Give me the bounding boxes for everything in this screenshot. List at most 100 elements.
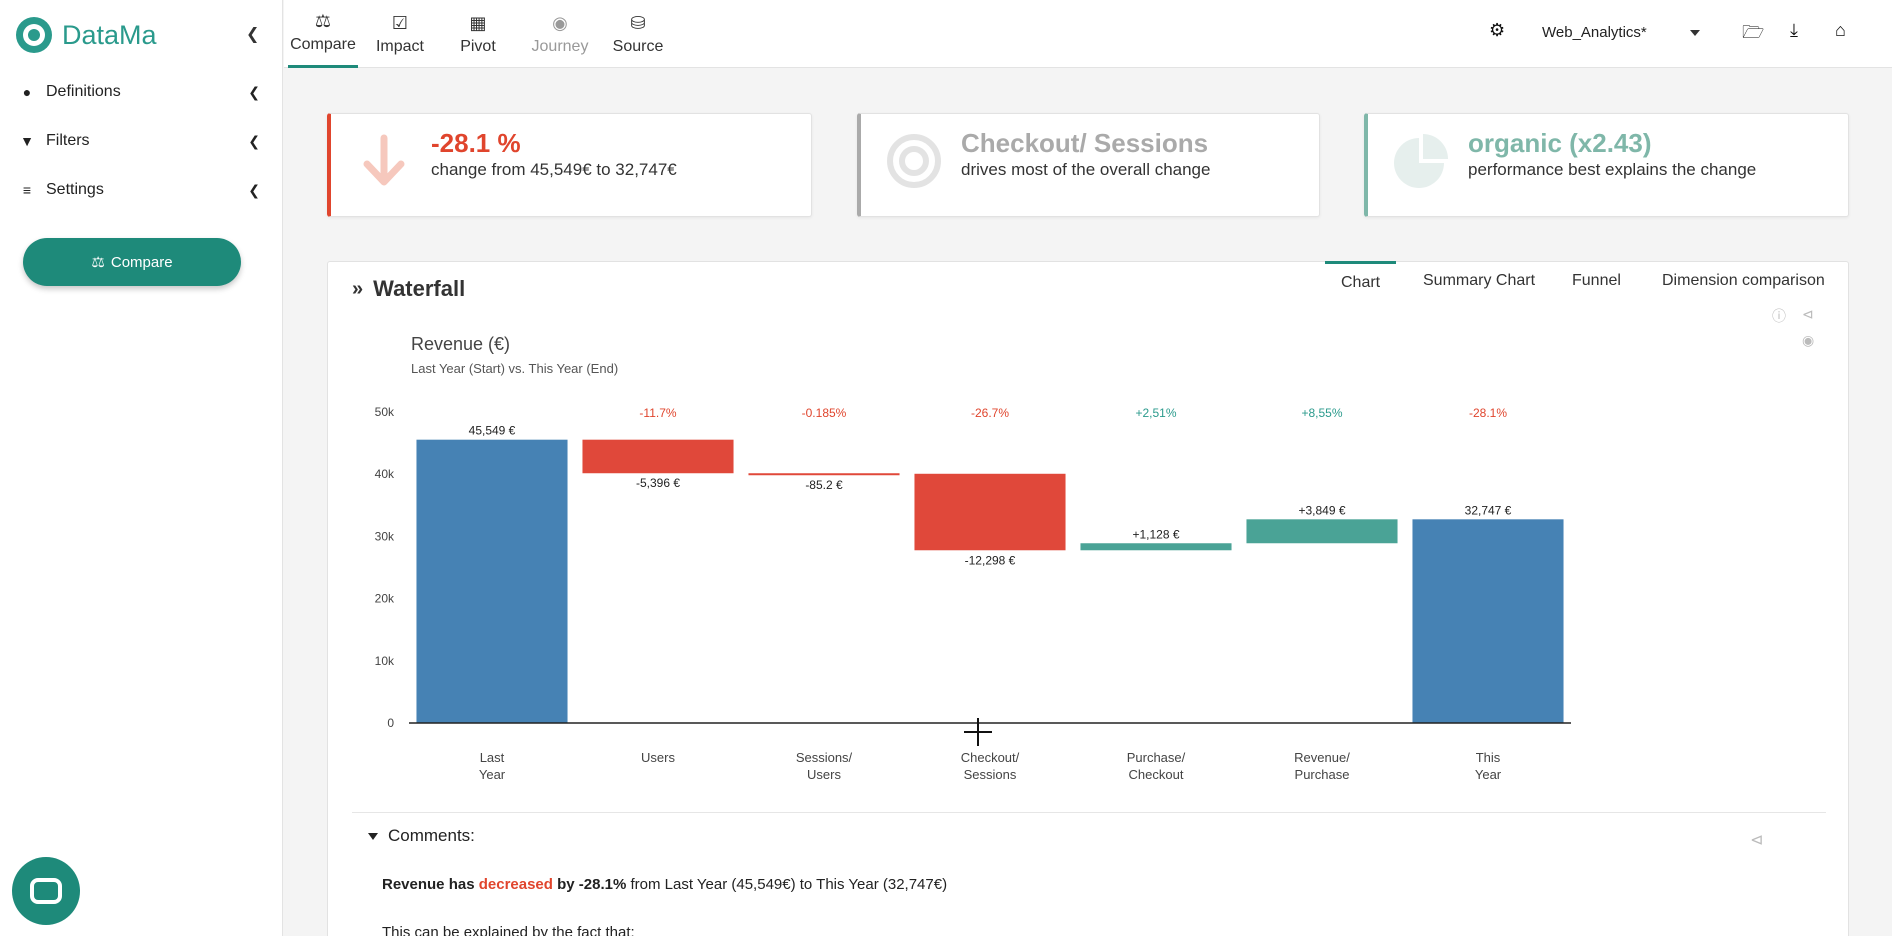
data-label: +3,849 € xyxy=(1298,503,1345,517)
chevron-left-icon: ❮ xyxy=(248,181,260,198)
folder-plus-icon[interactable]: 🗁 xyxy=(1742,22,1765,42)
tab-dimension-comparison[interactable]: Dimension comparison xyxy=(1662,272,1825,289)
x-tick-label: Sessions xyxy=(964,767,1017,782)
tab-journey[interactable]: ◉ Journey xyxy=(520,0,600,68)
tab-funnel[interactable]: Funnel xyxy=(1572,272,1621,289)
kpi-subtitle: drives most of the overall change xyxy=(961,160,1211,179)
checkbox-icon: ☑ xyxy=(391,12,409,33)
waterfall-panel: » Waterfall Chart Summary Chart Funnel D… xyxy=(327,261,1849,936)
workspace-select[interactable]: Web_Analytics* xyxy=(1542,24,1647,41)
kpi-title: Checkout/ Sessions xyxy=(961,128,1209,158)
info-icon[interactable]: ⓘ xyxy=(1772,308,1786,324)
waterfall-bar xyxy=(914,473,1066,551)
database-icon: ⛁ xyxy=(630,12,646,33)
share-icon[interactable]: ⊲ xyxy=(1802,306,1814,322)
datama-logo-icon xyxy=(16,17,52,53)
x-tick-label: Year xyxy=(1475,767,1502,782)
x-tick-label: Year xyxy=(479,767,506,782)
comment-detail: from Last Year (45,549€) to This Year (3… xyxy=(630,876,948,893)
waterfall-bar xyxy=(416,439,568,723)
sidebar-item-filters[interactable]: ▼ Filters ❮ xyxy=(18,128,268,154)
top-navigation: ⚖ Compare ☑ Impact ▦ Pivot ◉ Journey ⛁ S… xyxy=(284,0,1892,68)
chart-subtitle: Last Year (Start) vs. This Year (End) xyxy=(411,361,618,376)
pie-chart-icon xyxy=(1394,134,1448,188)
table-icon: ▦ xyxy=(469,12,487,33)
sidebar-item-label: Settings xyxy=(46,181,104,198)
x-tick-label: Purchase/ xyxy=(1127,750,1186,765)
x-tick-label: Revenue/ xyxy=(1294,750,1350,765)
sidebar-item-settings[interactable]: ≡ Settings ❮ xyxy=(18,177,268,203)
x-tick-label: Users xyxy=(807,767,841,782)
tab-pivot[interactable]: ▦ Pivot xyxy=(444,0,512,68)
arrow-down-icon xyxy=(363,134,405,186)
panel-title-text: Waterfall xyxy=(373,276,466,301)
tab-chart[interactable]: Chart xyxy=(1325,261,1397,298)
chevron-left-icon[interactable]: ❮ xyxy=(246,26,260,43)
panel-title: » Waterfall xyxy=(352,276,465,302)
gear-icon[interactable]: ⚙ xyxy=(1489,20,1506,40)
scale-icon: ⚖ xyxy=(314,11,332,31)
target-icon xyxy=(887,134,941,188)
comments-toggle[interactable]: Comments: xyxy=(368,826,475,846)
download-icon[interactable]: ⤓ xyxy=(1790,20,1798,40)
tab-label: Impact xyxy=(375,37,424,55)
percent-label: -0.185% xyxy=(802,406,847,420)
waterfall-bar xyxy=(1246,519,1398,544)
compare-button[interactable]: ⚖ Compare xyxy=(23,238,241,286)
percent-label: -26.7% xyxy=(971,406,1009,420)
x-tick-label: Purchase xyxy=(1295,767,1350,782)
data-label: -12,298 € xyxy=(965,553,1016,567)
brand[interactable]: DataMa xyxy=(16,16,157,54)
chevron-down-icon[interactable] xyxy=(1690,30,1700,36)
comments-heading: Comments: xyxy=(388,826,475,845)
kpi-card-change: -28.1 % change from 45,549€ to 32,747€ xyxy=(327,113,812,217)
kpi-card-segment: organic (x2.43) performance best explain… xyxy=(1364,113,1849,217)
caret-down-icon xyxy=(368,832,378,840)
tab-impact[interactable]: ☑ Impact xyxy=(366,0,434,68)
double-chevron-right-icon: » xyxy=(352,277,364,300)
globe-icon: ◉ xyxy=(552,12,568,33)
sidebar-item-label: Definitions xyxy=(46,83,121,100)
data-label: 32,747 € xyxy=(1465,503,1512,517)
tab-label: Pivot xyxy=(460,37,496,55)
brand-name: DataMa xyxy=(62,19,157,50)
camera-icon[interactable]: ◉ xyxy=(1802,332,1815,348)
divider xyxy=(352,812,1826,813)
tab-label: Source xyxy=(612,37,664,55)
chat-button[interactable] xyxy=(12,857,80,925)
x-tick-label: Users xyxy=(641,750,675,765)
y-tick-label: 10k xyxy=(375,654,395,668)
x-tick-label: Checkout/ xyxy=(961,750,1020,765)
tab-summary-chart[interactable]: Summary Chart xyxy=(1423,272,1536,289)
home-icon[interactable]: ⌂ xyxy=(1835,20,1846,40)
comment-line: Revenue has decreased by -28.1% from Las… xyxy=(382,876,947,893)
y-tick-label: 20k xyxy=(375,592,395,606)
waterfall-bar xyxy=(748,473,900,476)
share-icon[interactable]: ⊲ xyxy=(1750,832,1764,849)
tab-source[interactable]: ⛁ Source xyxy=(602,0,674,68)
waterfall-bar xyxy=(582,439,734,474)
waterfall-chart: Revenue (€) Last Year (Start) vs. This Y… xyxy=(375,334,1571,782)
kpi-title: -28.1 % xyxy=(431,128,521,158)
cursor-crosshair xyxy=(964,718,992,746)
sliders-icon: ≡ xyxy=(22,182,32,198)
kpi-subtitle: change from 45,549€ to 32,747€ xyxy=(431,160,677,179)
tab-label: Compare xyxy=(290,36,356,53)
y-tick-label: 50k xyxy=(375,405,395,419)
sidebar-item-definitions[interactable]: ● Definitions ❮ xyxy=(18,79,268,105)
chart-title: Revenue (€) xyxy=(411,334,510,354)
percent-label: +8,55% xyxy=(1301,406,1342,420)
tab-compare[interactable]: ⚖ Compare xyxy=(288,0,358,68)
waterfall-bar xyxy=(1080,543,1232,551)
chevron-left-icon: ❮ xyxy=(248,132,260,149)
comment-line-2: This can be explained by the fact that: xyxy=(382,924,635,936)
tab-label: Journey xyxy=(531,37,589,55)
data-label: +1,128 € xyxy=(1132,527,1179,541)
data-label: -5,396 € xyxy=(636,476,680,490)
data-label: -85.2 € xyxy=(805,478,843,492)
x-tick-label: Sessions/ xyxy=(796,750,853,765)
comment-lead: Revenue has xyxy=(382,876,475,893)
kpi-title: organic (x2.43) xyxy=(1468,128,1652,158)
percent-label: +2,51% xyxy=(1135,406,1176,420)
kpi-subtitle: performance best explains the change xyxy=(1468,160,1757,179)
